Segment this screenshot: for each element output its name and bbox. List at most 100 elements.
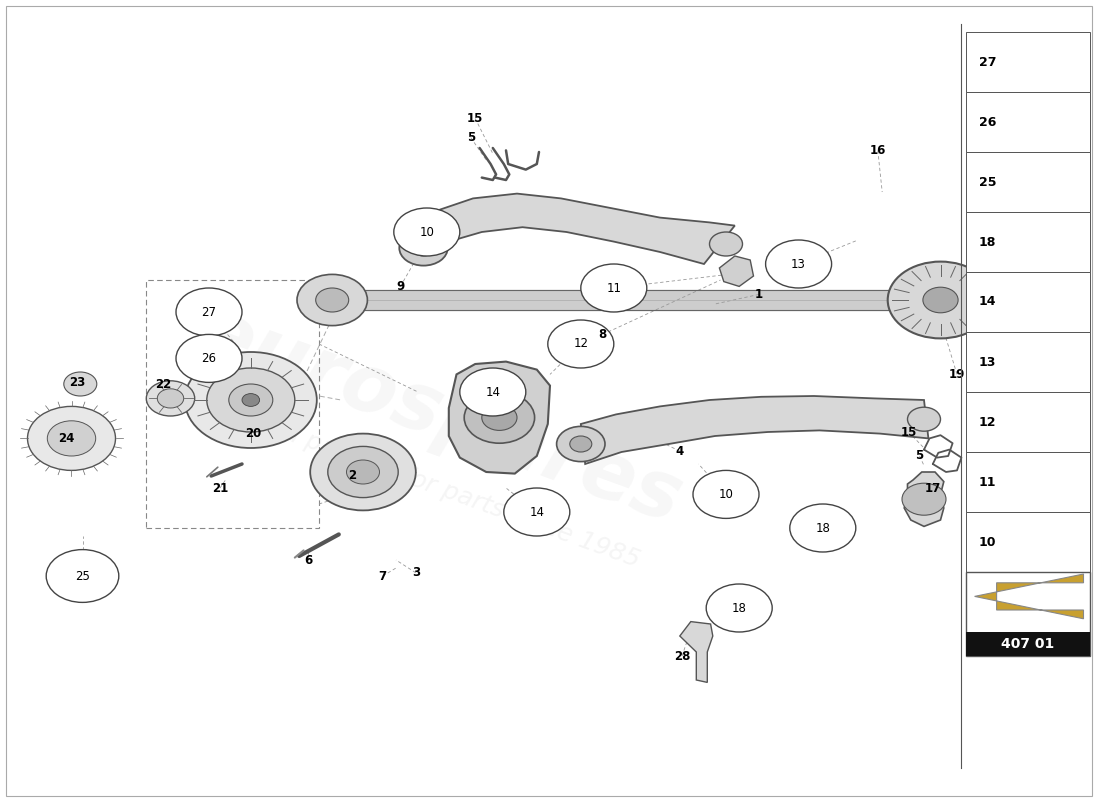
Circle shape [908,407,940,431]
Circle shape [47,421,96,456]
Text: 18: 18 [979,235,997,249]
Circle shape [207,368,295,432]
Bar [966,632,1090,656]
Circle shape [242,394,260,406]
Text: 7: 7 [378,570,387,582]
Circle shape [482,405,517,430]
Circle shape [766,240,832,288]
Text: 3: 3 [411,566,420,579]
Circle shape [297,274,367,326]
Text: 15: 15 [901,426,916,438]
Text: 10: 10 [718,488,734,501]
Circle shape [464,392,535,443]
Text: 11: 11 [606,282,621,294]
Text: 5: 5 [466,131,475,144]
Text: 9: 9 [396,280,405,293]
Circle shape [693,470,759,518]
Text: 2: 2 [348,469,356,482]
Text: 12: 12 [573,338,588,350]
Text: 16: 16 [870,144,886,157]
Circle shape [888,262,993,338]
Text: 1: 1 [755,288,763,301]
Circle shape [157,389,184,408]
Text: 26: 26 [979,115,997,129]
Circle shape [46,550,119,602]
Text: 4: 4 [675,445,684,458]
Bar [146,280,319,528]
Text: 13: 13 [791,258,806,270]
Polygon shape [719,256,754,286]
Circle shape [570,436,592,452]
Text: 27: 27 [201,306,217,318]
Circle shape [710,232,742,256]
Circle shape [412,240,434,256]
Text: 8: 8 [598,328,607,341]
Text: 5: 5 [915,450,924,462]
Polygon shape [904,472,944,526]
Circle shape [185,352,317,448]
Bar [966,272,1090,332]
Circle shape [504,488,570,536]
Circle shape [790,504,856,552]
Circle shape [706,584,772,632]
Text: 14: 14 [485,386,501,398]
Text: 23: 23 [69,376,85,389]
Text: 20: 20 [245,427,261,440]
Circle shape [581,264,647,312]
Circle shape [923,287,958,313]
Text: 28: 28 [674,650,690,662]
Circle shape [316,288,349,312]
Polygon shape [418,194,735,264]
Bar [966,572,1090,656]
Text: 21: 21 [212,482,228,494]
Polygon shape [449,362,550,474]
Circle shape [176,334,242,382]
Text: 25: 25 [75,570,90,582]
Text: a passion for parts since 1985: a passion for parts since 1985 [280,420,644,572]
Bar [966,512,1090,572]
Text: 18: 18 [732,602,747,614]
Bar [966,392,1090,452]
Circle shape [902,483,946,515]
Text: 22: 22 [155,378,170,390]
Circle shape [64,372,97,396]
Bar [966,332,1090,392]
Text: 12: 12 [979,415,997,429]
Bar [966,32,1090,92]
Circle shape [460,368,526,416]
Circle shape [328,446,398,498]
Circle shape [399,230,448,266]
Text: eurospares: eurospares [187,292,693,540]
Text: 10: 10 [419,226,435,238]
Circle shape [548,320,614,368]
Text: 10: 10 [979,535,997,549]
Circle shape [346,460,380,484]
Text: 15: 15 [468,112,483,125]
Text: 26: 26 [201,352,217,365]
Text: 6: 6 [304,554,312,566]
Polygon shape [581,396,928,464]
Text: 24: 24 [58,432,74,445]
Circle shape [229,384,273,416]
Circle shape [394,208,460,256]
Text: 19: 19 [949,368,965,381]
Bar [966,152,1090,212]
Text: 25: 25 [979,175,997,189]
Text: 14: 14 [979,295,997,309]
Polygon shape [680,622,713,682]
Bar [966,452,1090,512]
Circle shape [310,434,416,510]
Circle shape [557,426,605,462]
Polygon shape [975,574,1084,619]
Text: 17: 17 [925,482,940,494]
Text: 13: 13 [979,355,997,369]
Bar [966,212,1090,272]
Text: 14: 14 [529,506,544,518]
Bar [966,92,1090,152]
Circle shape [176,288,242,336]
Circle shape [28,406,115,470]
Text: 18: 18 [815,522,830,534]
Text: 11: 11 [979,475,997,489]
Text: 27: 27 [979,55,997,69]
Text: 407 01: 407 01 [1001,637,1055,651]
